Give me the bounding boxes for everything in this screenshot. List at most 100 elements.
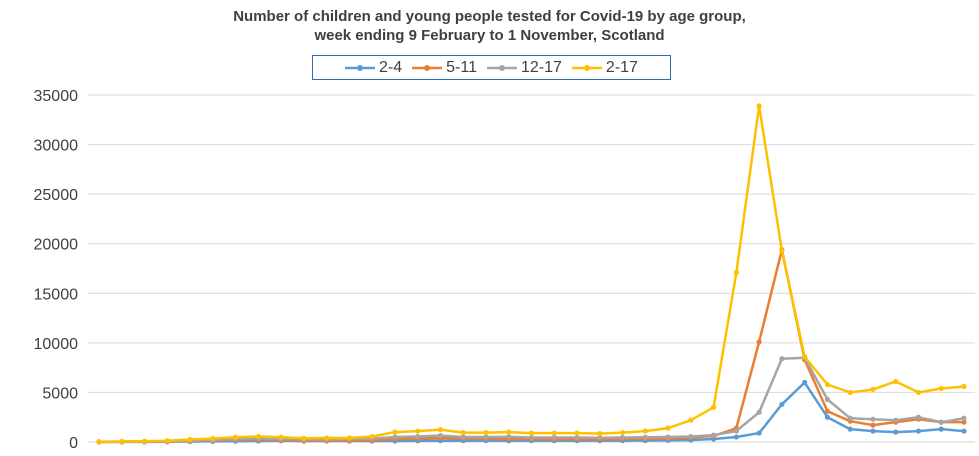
- legend-label: 12-17: [521, 58, 562, 76]
- data-point: [870, 422, 876, 428]
- series-line: [98, 356, 965, 444]
- data-point: [642, 434, 648, 440]
- data-point: [779, 248, 785, 254]
- data-point: [893, 429, 899, 435]
- y-tick-label: 20000: [34, 237, 79, 254]
- legend: 2-4 5-11 12-17 2-17: [312, 55, 671, 80]
- data-point: [688, 417, 694, 423]
- data-point: [574, 430, 580, 436]
- data-point: [756, 430, 762, 436]
- data-point: [506, 429, 512, 435]
- data-point: [619, 429, 626, 436]
- legend-label: 5-11: [446, 58, 477, 76]
- y-tick-label: 5000: [42, 385, 78, 402]
- data-point: [870, 428, 876, 434]
- data-point: [893, 417, 899, 423]
- gridlines: [88, 94, 975, 443]
- y-tick-label: 10000: [34, 336, 79, 353]
- data-point: [688, 433, 694, 440]
- data-point: [665, 425, 671, 431]
- legend-swatch: [487, 64, 517, 71]
- data-point: [756, 409, 762, 415]
- data-point: [870, 416, 876, 422]
- y-tick-label: 15000: [34, 286, 79, 303]
- legend-label: 2-17: [605, 58, 638, 76]
- data-point: [824, 414, 831, 420]
- data-point: [756, 103, 762, 109]
- legend-swatch: [571, 64, 602, 71]
- data-point: [506, 434, 512, 440]
- data-point: [961, 415, 967, 421]
- data-point: [460, 429, 466, 436]
- data-point: [847, 389, 853, 396]
- data-point: [915, 414, 922, 420]
- data-point: [437, 432, 444, 439]
- data-point: [915, 428, 922, 434]
- legend-swatch: [345, 64, 376, 71]
- legend-item: 12-17: [487, 59, 562, 77]
- data-point: [324, 435, 330, 441]
- data-point: [915, 389, 922, 396]
- data-point: [756, 339, 762, 345]
- legend-item: 2-17: [571, 58, 638, 77]
- data-point: [597, 430, 603, 437]
- data-point: [733, 428, 739, 434]
- y-tick-label: 25000: [34, 187, 79, 204]
- data-point: [437, 427, 444, 433]
- data-point: [619, 434, 626, 441]
- data-point: [711, 432, 717, 438]
- series-line: [98, 104, 965, 443]
- data-point: [528, 430, 535, 436]
- data-point: [824, 396, 831, 402]
- data-point: [961, 428, 967, 434]
- data-point: [847, 426, 853, 432]
- series-lines: [96, 103, 967, 445]
- y-tick-label: 30000: [34, 138, 79, 155]
- data-point: [779, 356, 785, 362]
- data-point: [961, 419, 967, 425]
- data-point: [369, 433, 375, 440]
- data-point: [870, 386, 876, 393]
- data-point: [711, 404, 717, 410]
- data-point: [346, 435, 352, 441]
- data-point: [119, 438, 125, 445]
- data-point: [824, 381, 831, 388]
- data-point: [232, 434, 239, 440]
- data-point: [96, 439, 102, 445]
- data-point: [824, 408, 831, 414]
- data-point: [210, 435, 216, 442]
- data-point: [278, 434, 284, 440]
- chart-title-line-2: week ending 9 February to 1 November, Sc…: [314, 27, 665, 44]
- y-tick-label: 35000: [34, 88, 79, 105]
- data-point: [415, 433, 421, 440]
- data-point: [802, 354, 808, 360]
- series-2-17: [96, 103, 967, 445]
- y-tick-label: 0: [69, 435, 78, 452]
- data-point: [164, 438, 170, 444]
- data-point: [802, 379, 808, 386]
- legend-item: 2-4: [345, 59, 402, 77]
- series-line: [98, 248, 964, 444]
- data-point: [665, 434, 671, 440]
- data-point: [938, 385, 944, 392]
- data-point: [187, 436, 193, 443]
- data-point: [255, 433, 261, 440]
- y-axis-tick-labels: 0 5000 10000 15000 20000 25000 30000 35000: [34, 88, 79, 452]
- data-point: [551, 430, 557, 436]
- legend-item: 5-11: [412, 59, 477, 77]
- data-point: [551, 434, 557, 441]
- legend-swatch: [412, 64, 443, 71]
- data-point: [733, 269, 739, 276]
- data-point: [642, 428, 648, 434]
- data-point: [847, 415, 853, 421]
- legend-label: 2-4: [379, 58, 403, 76]
- data-point: [528, 434, 535, 441]
- data-point: [733, 434, 739, 440]
- data-point: [938, 419, 944, 425]
- data-point: [597, 435, 603, 441]
- data-point: [415, 428, 421, 434]
- data-point: [392, 434, 398, 440]
- data-point: [938, 426, 944, 432]
